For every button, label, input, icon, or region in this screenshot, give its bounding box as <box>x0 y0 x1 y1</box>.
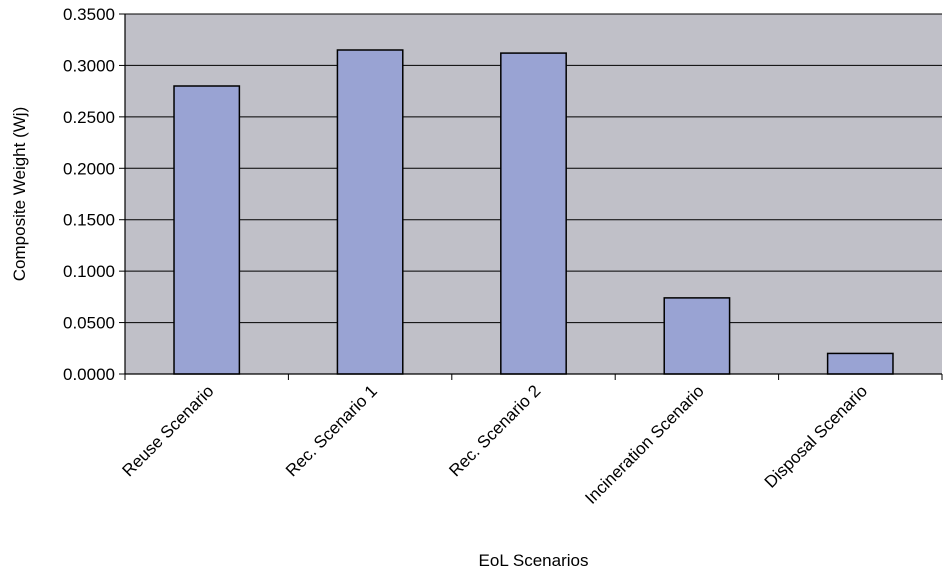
y-axis-title: Composite Weight (Wj) <box>10 107 29 281</box>
x-axis-title: EoL Scenarios <box>479 551 589 570</box>
bar <box>663 297 731 375</box>
y-tick-label: 0.1000 <box>63 262 115 281</box>
y-tick-label: 0.3000 <box>63 56 115 75</box>
y-tick-label: 0.2500 <box>63 108 115 127</box>
x-tick-label: Rec. Scenario 1 <box>282 381 381 480</box>
x-tick-label: Disposal Scenario <box>761 381 871 491</box>
y-tick-label: 0.3500 <box>63 5 115 24</box>
x-tick-label: Incineration Scenario <box>581 381 707 507</box>
x-tick-labels: Reuse Scenario Rec. Scenario 1 Rec. Scenar… <box>119 381 872 507</box>
y-tick-label: 0.0000 <box>63 365 115 384</box>
x-tick-label: Rec. Scenario 2 <box>445 381 544 480</box>
bar <box>173 85 241 375</box>
y-tick-label: 0.1500 <box>63 211 115 230</box>
bar <box>336 49 404 375</box>
y-tick-label: 0.2000 <box>63 159 115 178</box>
y-tick-label: 0.0500 <box>63 314 115 333</box>
bar <box>826 352 894 375</box>
bar <box>500 52 567 375</box>
y-tick-labels: 0.0000 0.0500 0.1000 0.1500 0.2000 0.2500 0.30… <box>63 5 115 384</box>
x-tick-label: Reuse Scenario <box>119 381 218 480</box>
axes <box>119 13 943 380</box>
